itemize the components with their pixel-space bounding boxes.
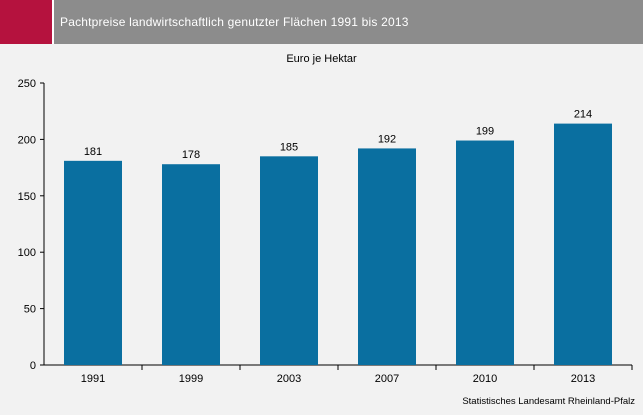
data-label-2010: 199	[476, 126, 494, 138]
bar-2007	[358, 148, 416, 365]
bar-1999	[162, 164, 220, 365]
header-separator	[52, 0, 54, 44]
data-label-2013: 214	[574, 109, 592, 121]
bar-2003	[260, 156, 318, 365]
unit-label: Euro je Hektar	[286, 53, 357, 65]
bar-1991	[64, 160, 122, 365]
y-tick-label: 150	[18, 191, 36, 203]
y-tick-label: 250	[18, 78, 36, 90]
data-label-2007: 192	[378, 133, 396, 145]
y-tick-label: 50	[24, 304, 36, 316]
data-label-2003: 185	[280, 141, 298, 153]
source-note: Statistisches Landesamt Rheinland-Pfalz	[462, 396, 635, 407]
x-tick-label-2013: 2013	[571, 373, 595, 385]
chart-title: Pachtpreise landwirtschaftlich genutzter…	[60, 15, 409, 29]
x-tick-label-2007: 2007	[375, 373, 399, 385]
x-tick-label-2003: 2003	[277, 373, 301, 385]
x-tick-label-1991: 1991	[81, 373, 105, 385]
header-accent	[0, 0, 52, 44]
header-bar	[0, 0, 643, 44]
y-tick-label: 0	[30, 360, 36, 372]
x-tick-label-2010: 2010	[473, 373, 497, 385]
data-label-1991: 181	[84, 146, 102, 158]
data-label-1999: 178	[182, 149, 200, 161]
bar-2010	[456, 140, 514, 365]
y-tick-label: 100	[18, 247, 36, 259]
x-tick-label-1999: 1999	[179, 373, 203, 385]
y-tick-label: 200	[18, 134, 36, 146]
bar-2013	[554, 123, 612, 365]
